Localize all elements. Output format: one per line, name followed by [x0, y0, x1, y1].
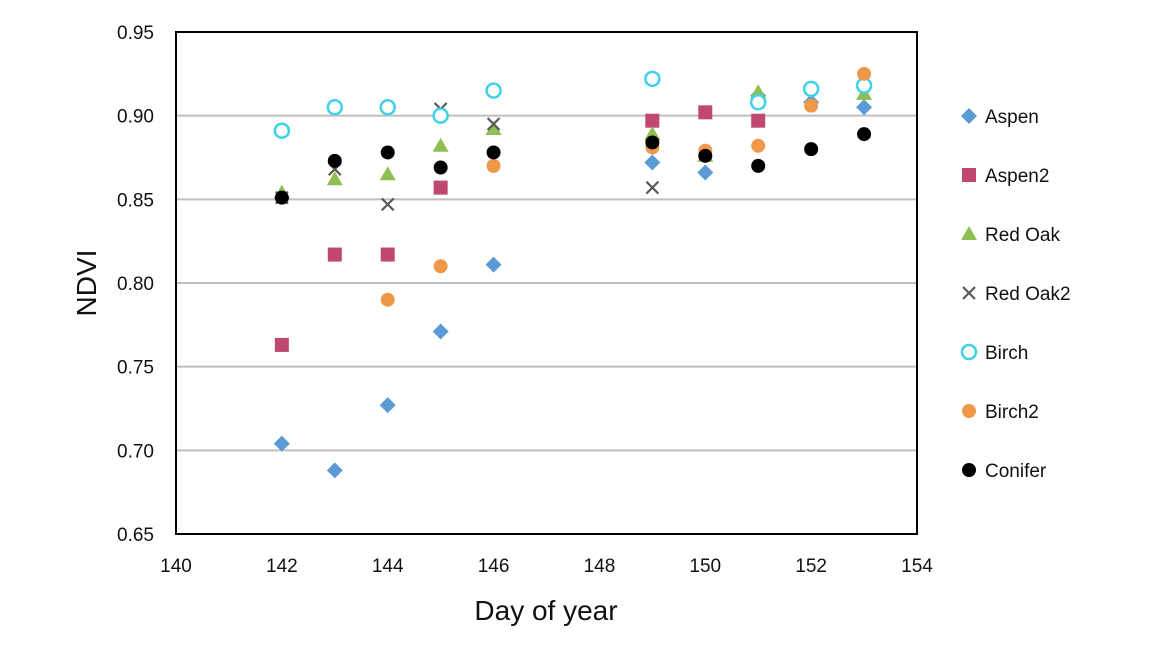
y-axis-tick-labels: 0.65 0.70 0.75 0.80 0.85 0.90 0.95	[117, 23, 154, 546]
legend-marker-aspen	[961, 108, 977, 124]
legend-marker-birch2	[962, 404, 976, 418]
data-point-birch	[802, 80, 820, 98]
data-point-aspen	[697, 164, 714, 181]
data-point-red-oak	[485, 121, 502, 136]
legend-label-birch2: Birch2	[985, 402, 1039, 423]
data-point-conifer	[486, 145, 501, 160]
data-point-aspen2	[433, 180, 448, 195]
legend-item-aspen: Aspen	[961, 107, 1039, 128]
legend-item-birch2: Birch2	[962, 402, 1039, 423]
legend-item-conifer: Conifer	[962, 461, 1047, 482]
data-point-aspen2	[698, 105, 713, 120]
data-point-aspen	[485, 256, 502, 273]
data-point-red-oak	[326, 171, 343, 186]
data-point-red-oak2	[645, 180, 660, 195]
legend-label-red-oak2: Red Oak2	[985, 284, 1071, 305]
data-point-birch	[644, 70, 661, 88]
data-point-aspen2	[274, 337, 289, 352]
data-point-red-oak2	[380, 197, 395, 212]
x-tick-label: 148	[584, 556, 616, 577]
data-point-conifer	[433, 160, 448, 175]
x-tick-label: 144	[372, 556, 404, 577]
legend-item-birch: Birch	[960, 343, 1028, 364]
data-point-birch	[749, 94, 767, 111]
legend-item-red-oak2: Red Oak2	[962, 284, 1071, 305]
x-tick-label: 140	[160, 556, 192, 577]
data-point-conifer	[380, 145, 395, 160]
legend-marker-birch	[960, 343, 978, 361]
legend-marker-red-oak2	[962, 286, 976, 300]
y-tick-label: 0.65	[117, 525, 154, 546]
legend-label-aspen2: Aspen2	[985, 166, 1049, 187]
data-point-conifer	[857, 127, 872, 142]
y-tick-label: 0.85	[117, 190, 154, 211]
x-tick-label: 150	[689, 556, 721, 577]
data-point-aspen	[379, 397, 396, 414]
data-point-aspen	[432, 323, 449, 340]
data-point-conifer	[327, 153, 342, 168]
x-axis-label: Day of year	[474, 595, 617, 626]
data-point-birch	[326, 99, 344, 116]
data-point-aspen	[856, 99, 873, 116]
plot-area-frame	[175, 31, 918, 535]
data-point-red-oak	[379, 166, 396, 181]
legend-label-aspen: Aspen	[985, 107, 1039, 128]
data-point-red-oak	[432, 137, 449, 152]
x-axis-tick-labels: 140 142 144 146 148 150 152 154	[160, 556, 933, 577]
y-tick-label: 0.80	[117, 274, 154, 295]
legend-marker-red-oak	[961, 226, 977, 240]
x-tick-label: 154	[901, 556, 933, 577]
y-tick-label: 0.95	[117, 23, 154, 44]
data-point-birch	[273, 122, 291, 139]
data-point-aspen2	[380, 247, 395, 262]
data-point-red-oak2	[486, 117, 501, 131]
data-point-birch2	[804, 98, 819, 113]
data-point-conifer	[274, 190, 289, 205]
data-point-conifer	[645, 135, 660, 150]
data-point-aspen	[273, 435, 290, 452]
data-points	[273, 66, 873, 479]
y-tick-label: 0.90	[117, 107, 154, 128]
gridlines	[176, 114, 917, 452]
data-point-birch	[485, 82, 502, 99]
data-point-birch2	[486, 158, 501, 173]
y-axis-label: NDVI	[71, 250, 102, 317]
legend-label-conifer: Conifer	[985, 461, 1047, 482]
data-point-aspen	[644, 154, 661, 171]
y-tick-label: 0.70	[117, 441, 154, 462]
data-point-birch2	[380, 292, 395, 307]
data-point-red-oak	[750, 84, 767, 99]
data-point-red-oak	[644, 126, 661, 141]
legend-marker-conifer	[962, 463, 976, 477]
legend-marker-aspen2	[962, 168, 976, 182]
data-point-aspen2	[751, 113, 766, 128]
legend-item-red-oak: Red Oak	[961, 225, 1060, 246]
legend-item-aspen2: Aspen2	[962, 166, 1049, 187]
data-point-birch	[432, 107, 449, 124]
data-point-aspen	[326, 462, 343, 479]
data-point-aspen2	[327, 247, 342, 262]
data-point-conifer	[804, 142, 819, 157]
data-point-conifer	[751, 158, 766, 173]
legend-label-red-oak: Red Oak	[985, 225, 1060, 246]
data-point-birch2	[751, 138, 766, 153]
data-point-birch	[379, 99, 396, 116]
y-tick-label: 0.75	[117, 358, 154, 379]
data-point-birch2	[857, 66, 872, 81]
legend-label-birch: Birch	[985, 343, 1028, 364]
legend: Aspen Aspen2 Red Oak Red Oak2 Birch Birch2 Con…	[960, 107, 1071, 482]
x-tick-label: 146	[478, 556, 510, 577]
data-point-aspen2	[645, 113, 660, 128]
x-tick-label: 142	[266, 556, 298, 577]
x-tick-label: 152	[795, 556, 827, 577]
data-point-conifer	[698, 148, 713, 163]
data-point-birch2	[433, 259, 448, 274]
